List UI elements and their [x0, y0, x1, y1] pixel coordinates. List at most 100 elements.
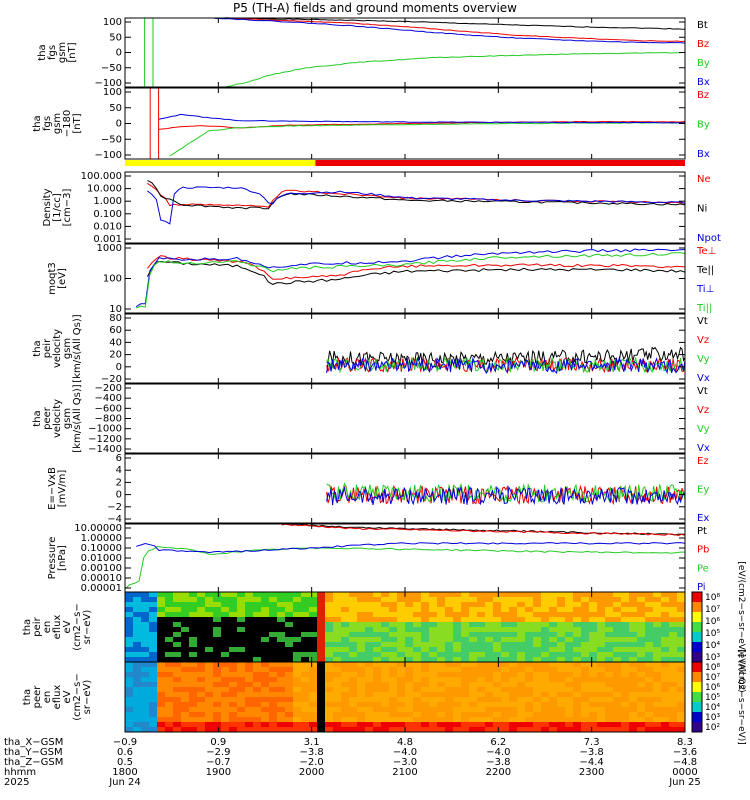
- heatmap-cell: [285, 662, 294, 668]
- heatmap-cell: [533, 602, 542, 608]
- heatmap-cell: [533, 677, 542, 683]
- heatmap-cell: [157, 597, 166, 603]
- heatmap-cell: [485, 657, 494, 663]
- heatmap-cell: [581, 717, 590, 723]
- heatmap-cell: [197, 652, 206, 658]
- heatmap-cell: [541, 647, 550, 653]
- heatmap-cell: [389, 707, 398, 713]
- heatmap-cell: [125, 632, 134, 638]
- heatmap-cell: [189, 647, 198, 653]
- heatmap-cell: [445, 672, 454, 678]
- heatmap-cell: [669, 592, 678, 598]
- heatmap-cell: [437, 657, 446, 663]
- heatmap-cell: [149, 692, 158, 698]
- heatmap-cell: [637, 697, 646, 703]
- heatmap-cell: [573, 642, 582, 648]
- heatmap-cell: [285, 712, 294, 718]
- heatmap-cell: [493, 632, 502, 638]
- heatmap-cell: [349, 592, 358, 598]
- heatmap-cell: [653, 662, 662, 668]
- heatmap-cell: [389, 667, 398, 673]
- heatmap-cell: [645, 672, 654, 678]
- heatmap-cell: [397, 677, 406, 683]
- heatmap-cell: [533, 682, 542, 688]
- heatmap-cell: [301, 622, 310, 628]
- heatmap-cell: [565, 652, 574, 658]
- legend-Pt: Pt: [697, 526, 707, 537]
- legend-Vx: Vx: [697, 373, 710, 384]
- heatmap-cell: [365, 712, 374, 718]
- heatmap-cell: [125, 672, 134, 678]
- heatmap-cell: [285, 632, 294, 638]
- heatmap-cell: [261, 672, 270, 678]
- heatmap-cell: [445, 727, 454, 733]
- heatmap-cell: [501, 607, 510, 613]
- xaxis-row-label: hhmm: [4, 767, 36, 778]
- heatmap-cell: [149, 642, 158, 648]
- heatmap-cell: [461, 692, 470, 698]
- heatmap-cell: [149, 612, 158, 618]
- heatmap-cell: [669, 717, 678, 723]
- heatmap-cell: [141, 602, 150, 608]
- heatmap-cell: [197, 697, 206, 703]
- heatmap-cell: [581, 682, 590, 688]
- heatmap-cell: [221, 717, 230, 723]
- heatmap-cell: [165, 627, 174, 633]
- heatmap-cell: [341, 612, 350, 618]
- heatmap-cell: [189, 707, 198, 713]
- heatmap-cell: [621, 597, 630, 603]
- heatmap-cell: [605, 657, 614, 663]
- heatmap-cell: [149, 657, 158, 663]
- heatmap-cell: [301, 602, 310, 608]
- heatmap-cell: [325, 597, 334, 603]
- heatmap-cell: [477, 677, 486, 683]
- heatmap-cell: [221, 647, 230, 653]
- series-line-Vt: [326, 346, 686, 368]
- heatmap-cell: [341, 602, 350, 608]
- heatmap-cell: [125, 597, 134, 603]
- heatmap-cell: [397, 632, 406, 638]
- heatmap-cell: [229, 677, 238, 683]
- heatmap-cell: [293, 662, 302, 668]
- heatmap-cell: [661, 622, 670, 628]
- heatmap-cell: [141, 722, 150, 728]
- heatmap-cell: [301, 662, 310, 668]
- heatmap-cell: [285, 602, 294, 608]
- heatmap-cell: [197, 597, 206, 603]
- heatmap-cell: [341, 642, 350, 648]
- heatmap-cell: [677, 622, 686, 628]
- series-line-Ez: [326, 484, 686, 506]
- heatmap-cell: [197, 702, 206, 708]
- heatmap-cell: [349, 597, 358, 603]
- heatmap-cell: [357, 652, 366, 658]
- heatmap-cell: [533, 592, 542, 598]
- heatmap-cell: [157, 612, 166, 618]
- heatmap-cell: [373, 717, 382, 723]
- heatmap-cell: [181, 612, 190, 618]
- heatmap-cell: [621, 727, 630, 733]
- colorbar-tick-label: 10⁴: [705, 641, 720, 651]
- xaxis-tick-label: 4.8: [397, 737, 413, 748]
- heatmap-cell: [261, 727, 270, 733]
- heatmap-cell: [309, 677, 318, 683]
- heatmap-cell: [237, 717, 246, 723]
- heatmap-cell: [653, 672, 662, 678]
- heatmap-cell: [405, 657, 414, 663]
- heatmap-cell: [205, 652, 214, 658]
- heatmap-cell: [221, 642, 230, 648]
- heatmap-cell: [301, 727, 310, 733]
- series-line-Vy: [326, 356, 686, 374]
- panel-frame: [124, 313, 686, 384]
- heatmap-cell: [269, 687, 278, 693]
- heatmap-cell: [637, 702, 646, 708]
- heatmap-cell: [645, 667, 654, 673]
- heatmap-cell: [253, 662, 262, 668]
- heatmap-cell: [381, 627, 390, 633]
- heatmap-cell: [413, 617, 422, 623]
- heatmap-cell: [669, 632, 678, 638]
- heatmap-cell: [149, 602, 158, 608]
- heatmap-cell: [669, 637, 678, 643]
- heatmap-cell: [597, 672, 606, 678]
